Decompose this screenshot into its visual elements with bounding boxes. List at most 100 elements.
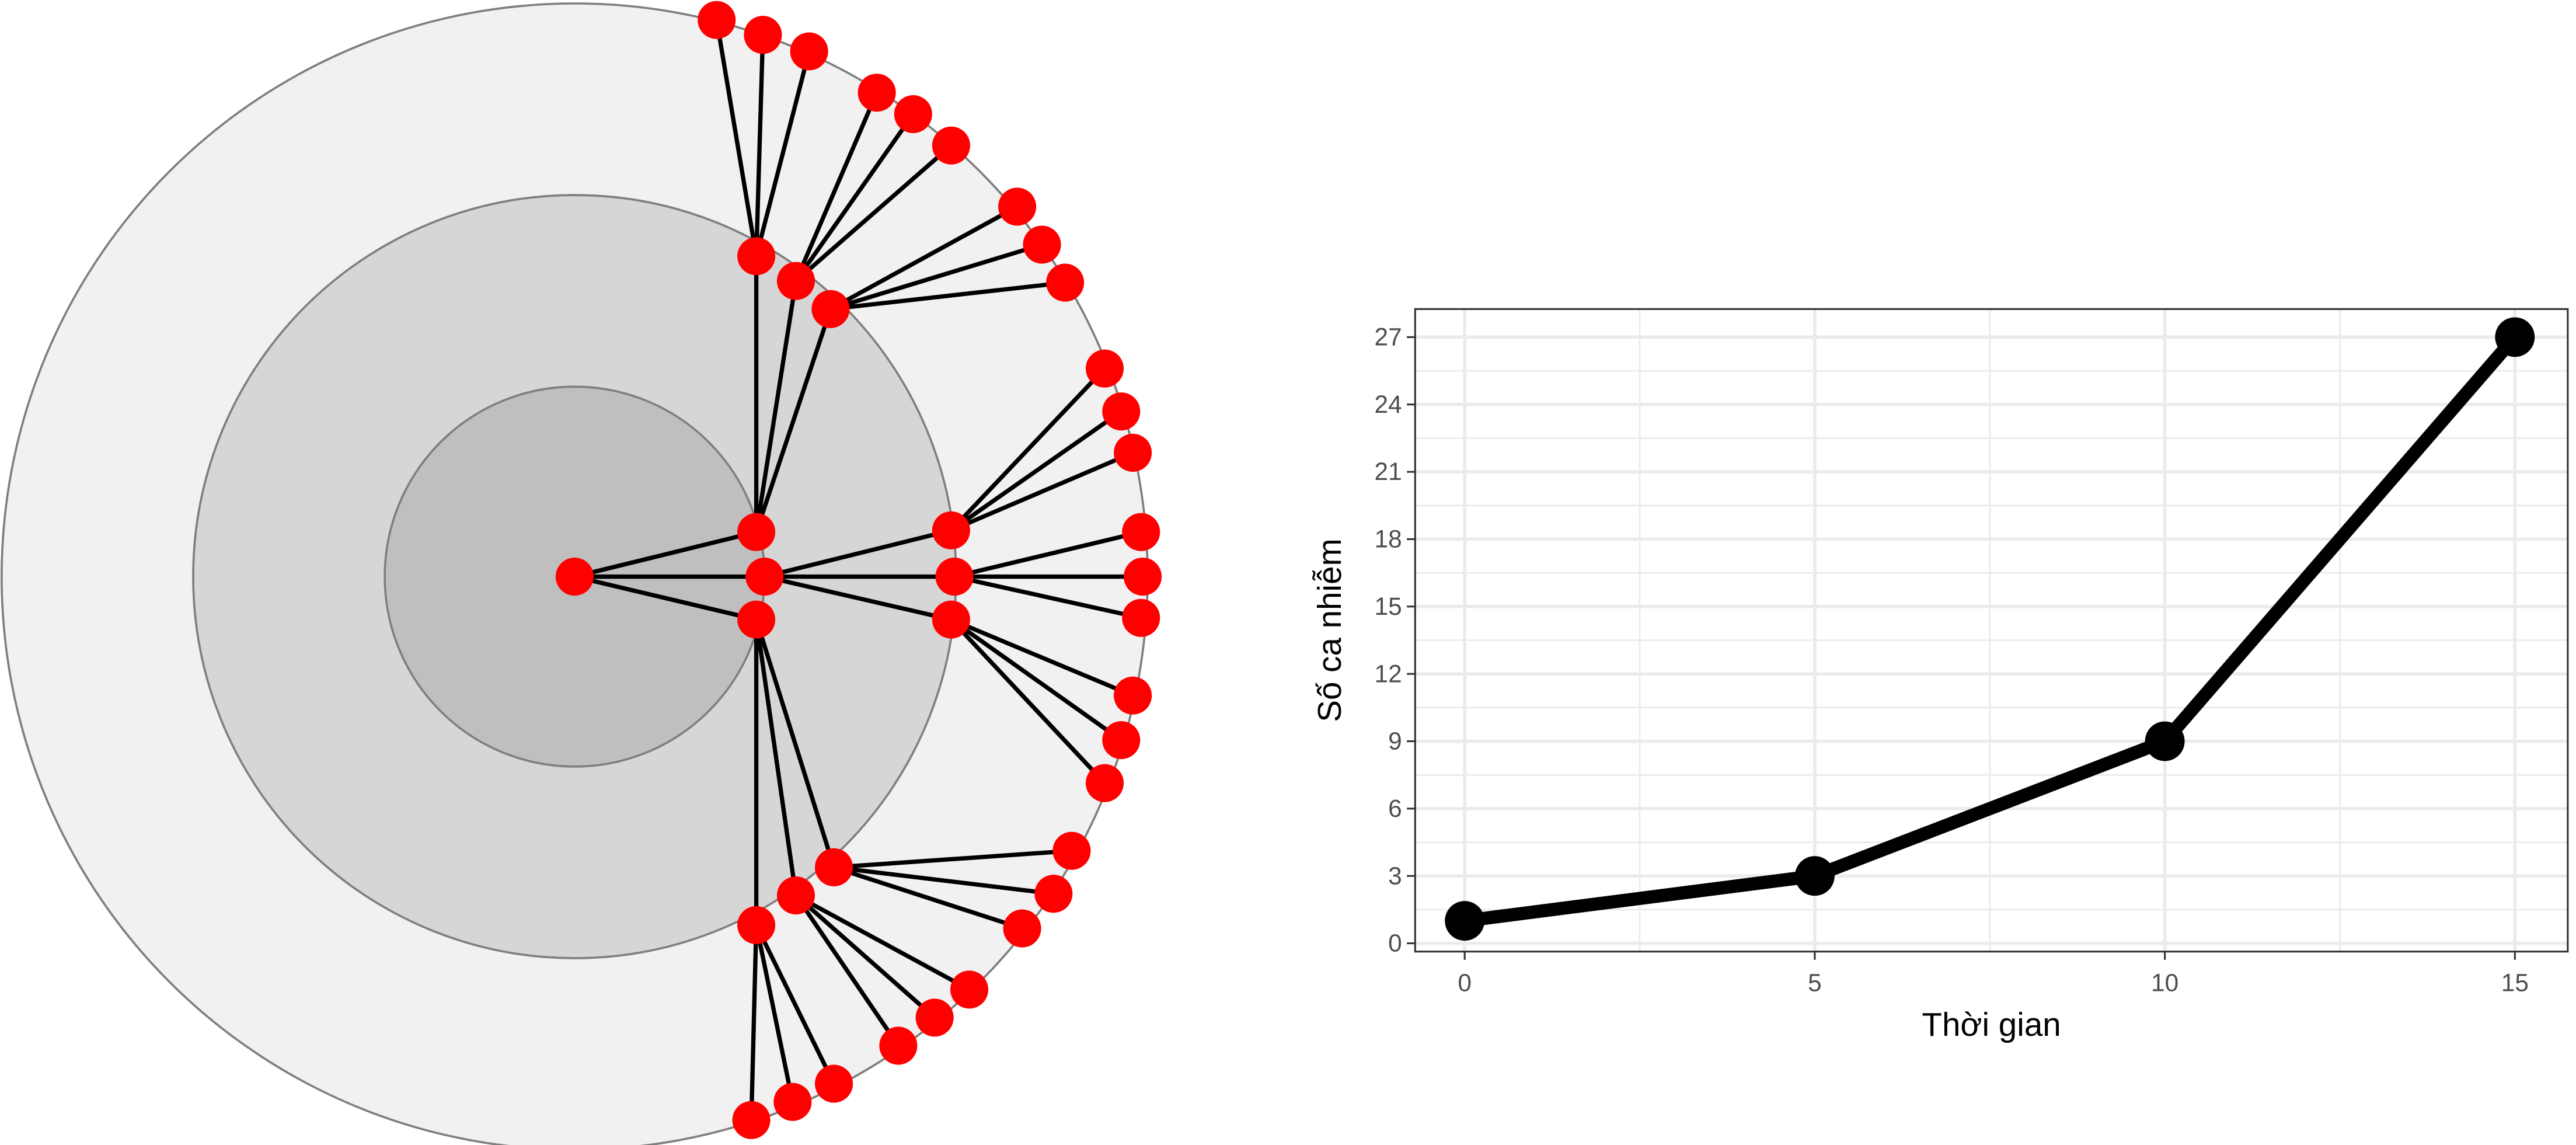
tree-edge: [714, 19, 759, 257]
data-point: [1445, 901, 1485, 941]
infection-node: [1122, 513, 1160, 551]
data-point: [2145, 721, 2185, 761]
line-chart: 0 3 6 9 12 15 18 21 24 27 0 5 10 15 Thời gian Số ca n…: [1311, 308, 2569, 1043]
plot-border: [1414, 308, 2569, 953]
y-tick-label: 12: [1375, 660, 1402, 687]
infection-node: [737, 513, 776, 551]
infection-node: [932, 126, 970, 165]
infection-node: [935, 558, 974, 596]
tree-edge: [794, 113, 915, 283]
infection-node: [732, 1101, 771, 1139]
tree-edge: [794, 893, 971, 992]
tree-edge: [754, 51, 811, 257]
infection-node: [950, 970, 989, 1009]
infection-node: [1085, 349, 1124, 388]
tree-edge: [949, 618, 1107, 785]
tree-edge: [794, 893, 936, 1019]
tree-edge: [754, 924, 795, 1102]
axes: 0 3 6 9 12 15 18 21 24 27 0 5 10 15: [1375, 323, 2529, 997]
y-axis-label: Số ca nhiễm: [1311, 538, 1348, 722]
tree-edge: [794, 894, 900, 1047]
tree-edge: [794, 144, 953, 283]
infection-node: [776, 876, 815, 915]
tree-edge: [950, 618, 1123, 742]
infection-node: [1122, 598, 1160, 637]
tree-edge: [950, 617, 1134, 698]
infection-node: [1114, 433, 1152, 472]
tree-edge: [794, 92, 879, 282]
tree-edge: [754, 280, 799, 533]
infection-node: [998, 187, 1037, 226]
infection-node: [815, 848, 853, 886]
infection-node: [1023, 225, 1061, 264]
tree-edge: [949, 367, 1107, 532]
tree-edge: [749, 925, 759, 1120]
tree-edge: [754, 619, 836, 868]
infection-node: [776, 262, 815, 300]
tree-edge: [950, 409, 1123, 533]
infection-node: [737, 237, 776, 276]
tree-edge: [574, 530, 757, 579]
infection-node: [773, 1083, 812, 1121]
x-tick-label: 0: [1458, 969, 1472, 997]
infection-node: [737, 906, 776, 944]
y-tick-label: 21: [1375, 458, 1402, 485]
data-point: [1794, 856, 1835, 896]
tree-edge: [754, 619, 799, 896]
y-tick-label: 18: [1375, 525, 1402, 553]
x-tick-label: 15: [2501, 969, 2529, 997]
tree-edge: [954, 530, 1142, 579]
x-axis-label: Thời gian: [1922, 1006, 2061, 1043]
tree-edge: [754, 924, 836, 1085]
infection-node: [1003, 909, 1041, 948]
infection-node: [932, 600, 970, 639]
infection-node: [815, 1064, 853, 1103]
tree-edge: [754, 308, 833, 533]
y-tick-label: 0: [1388, 930, 1402, 957]
tree-edge: [833, 865, 1023, 931]
y-tick-label: 15: [1375, 593, 1402, 620]
tree-edge: [764, 574, 952, 622]
y-tick-label: 27: [1375, 323, 1402, 351]
tree-edge: [950, 451, 1134, 533]
gridlines: [1415, 309, 2568, 952]
y-tick-label: 24: [1375, 391, 1402, 418]
infection-node: [698, 1, 736, 39]
tree-edge: [830, 280, 1066, 311]
infection-node: [1034, 875, 1073, 913]
data-point: [2495, 317, 2535, 357]
y-tick-label: 9: [1388, 728, 1402, 755]
series-line-path: [1463, 332, 2520, 928]
tree-edge: [754, 34, 765, 256]
tree-edge: [954, 574, 1142, 620]
infection-node: [1124, 558, 1162, 596]
tree-edge: [834, 848, 1072, 870]
y-tick-label: 6: [1388, 795, 1402, 822]
infection-node: [857, 74, 896, 112]
infection-node: [1102, 392, 1141, 431]
infection-node: [894, 95, 932, 134]
series-line: [1445, 317, 2535, 941]
tree-edge: [764, 528, 952, 579]
infection-node: [790, 32, 828, 71]
x-tick-label: 10: [2151, 969, 2178, 997]
infection-node: [745, 558, 784, 596]
tree-edge: [829, 242, 1043, 311]
x-tick-label: 5: [1808, 969, 1822, 997]
infection-node: [1046, 263, 1085, 302]
infection-node: [1102, 721, 1141, 760]
infection-node: [555, 558, 594, 596]
infection-node: [1085, 764, 1124, 802]
infection-node: [737, 600, 776, 639]
infection-node: [915, 998, 954, 1037]
infection-node: [1052, 831, 1091, 870]
infection-node: [1114, 676, 1152, 715]
tree-edge: [834, 865, 1054, 896]
infection-node: [744, 16, 782, 54]
tree-edge: [574, 574, 757, 622]
y-tick-label: 3: [1388, 862, 1402, 889]
infection-tree-diagram: [1, 1, 1162, 1145]
infection-node: [879, 1026, 918, 1065]
infection-node: [811, 290, 850, 328]
